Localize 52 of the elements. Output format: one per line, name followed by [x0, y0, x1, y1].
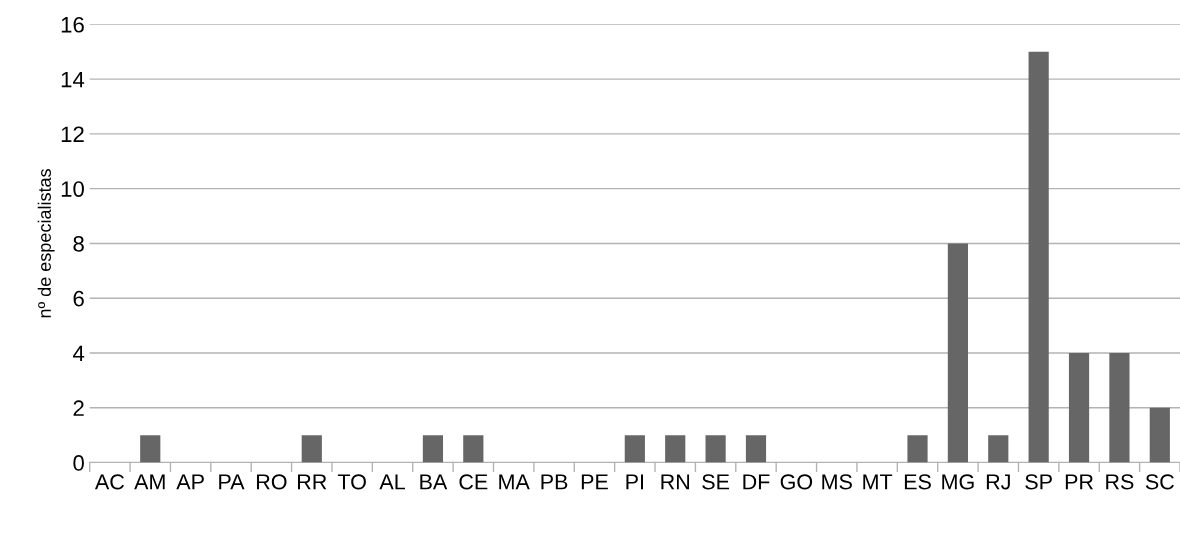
x-tick-label: RJ: [986, 474, 1010, 490]
x-tick-label: ES: [904, 474, 931, 490]
x-tick-label: TO: [337, 474, 366, 490]
y-tick-label: 14: [61, 71, 85, 88]
x-tick-label: BA: [420, 474, 448, 490]
x-tick-label: DF: [743, 474, 770, 490]
x-tick-label: SE: [702, 474, 730, 490]
y-tick-label: 4: [72, 345, 85, 362]
x-tick-label: AL: [379, 474, 405, 490]
bar: [301, 435, 322, 463]
y-tick-label: 10: [61, 181, 84, 197]
bar: [1109, 353, 1130, 463]
x-tick-label: MT: [863, 474, 893, 490]
bar: [140, 435, 161, 463]
x-tick-label: CE: [459, 474, 488, 490]
x-tick-label: MG: [942, 474, 974, 490]
x-tick-label: AP: [176, 474, 204, 490]
x-tick-label: PB: [541, 474, 568, 490]
y-axis-title: nº de especialistas: [37, 169, 55, 318]
x-tick-label: AM: [134, 474, 165, 490]
y-tick-label: 16: [61, 16, 84, 33]
bar: [745, 435, 767, 463]
x-tick-label: RO: [257, 474, 287, 490]
x-tick-label: PR: [1065, 474, 1093, 490]
x-tick-label: PA: [219, 474, 245, 490]
x-tick-label: RN: [661, 474, 690, 490]
x-tick-label: PI: [626, 474, 644, 490]
x-tick-label: RS: [1106, 474, 1134, 490]
bar: [463, 435, 484, 463]
x-tick-label: AC: [94, 474, 124, 490]
bar: [1028, 51, 1049, 463]
x-tick-label: SC: [1145, 474, 1174, 490]
bar: [1149, 407, 1170, 463]
x-tick-label: GO: [780, 474, 813, 490]
x-tick-label: MA: [499, 474, 530, 490]
x-tick-label: MS: [822, 474, 852, 490]
x-tick-label: RR: [298, 474, 327, 490]
bar: [624, 435, 645, 463]
y-tick-label: 0: [73, 455, 84, 471]
bar: [705, 435, 726, 463]
x-tick-label: PE: [581, 474, 608, 490]
bar: [988, 435, 1009, 463]
y-tick-label: 6: [73, 290, 84, 307]
y-tick-label: 12: [61, 126, 84, 142]
bar: [907, 435, 928, 463]
y-tick-label: 8: [73, 235, 84, 252]
y-tick-label: 2: [73, 400, 84, 416]
x-tick-label: SP: [1025, 474, 1052, 490]
bar: [947, 243, 968, 463]
bar: [665, 435, 686, 463]
bar: [1068, 353, 1090, 463]
bar: [422, 435, 444, 463]
